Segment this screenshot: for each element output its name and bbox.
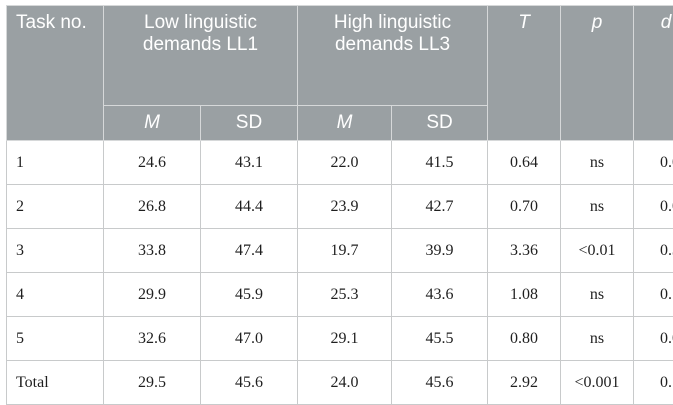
header-t: T (487, 5, 562, 141)
cell-d: 0.06 (633, 140, 673, 185)
cell-high-sd: 45.6 (391, 360, 489, 405)
cell-low-sd: 44.4 (199, 184, 299, 229)
cell-high-sd: 43.6 (391, 272, 489, 317)
cell-low-m: 26.8 (103, 184, 201, 229)
cell-low-m: 24.6 (103, 140, 201, 185)
cell-d: 0.32 (633, 228, 673, 273)
cell-low-sd: 47.4 (199, 228, 299, 273)
cell-task: 5 (6, 316, 104, 361)
cell-task: 1 (6, 140, 104, 185)
cell-high-m: 29.1 (297, 316, 393, 361)
cell-d: 0.07 (633, 184, 673, 229)
header-high-sd: SD (391, 105, 489, 141)
table-row: 2 26.8 44.4 23.9 42.7 0.70 ns 0.07 (6, 184, 673, 229)
header-low-sd: SD (199, 105, 299, 141)
cell-high-sd: 41.5 (391, 140, 489, 185)
cell-p: ns (560, 316, 635, 361)
cell-task: 3 (6, 228, 104, 273)
cell-p: <0.001 (560, 360, 635, 405)
cell-low-sd: 45.9 (199, 272, 299, 317)
cell-high-m: 25.3 (297, 272, 393, 317)
cell-t: 0.64 (487, 140, 562, 185)
header-task-no: Task no. (6, 5, 104, 141)
cell-low-m: 29.9 (103, 272, 201, 317)
table-row: 1 24.6 43.1 22.0 41.5 0.64 ns 0.06 (6, 140, 673, 185)
header-high-linguistic-demands: High linguistic demands LL3 (297, 5, 489, 106)
cell-low-sd: 45.6 (199, 360, 299, 405)
cell-high-sd: 42.7 (391, 184, 489, 229)
cell-d: 0.10 (633, 272, 673, 317)
cell-p: <0.01 (560, 228, 635, 273)
cell-high-sd: 39.9 (391, 228, 489, 273)
cell-high-sd: 45.5 (391, 316, 489, 361)
cell-t: 3.36 (487, 228, 562, 273)
table-row: 3 33.8 47.4 19.7 39.9 3.36 <0.01 0.32 (6, 228, 673, 273)
cell-t: 0.80 (487, 316, 562, 361)
header-high-m: M (297, 105, 393, 141)
cell-low-sd: 43.1 (199, 140, 299, 185)
cell-low-sd: 47.0 (199, 316, 299, 361)
cell-low-m: 29.5 (103, 360, 201, 405)
cell-high-m: 19.7 (297, 228, 393, 273)
header-low-linguistic-demands: Low linguistic demands LL1 (102, 5, 299, 106)
cell-high-m: 22.0 (297, 140, 393, 185)
cell-p: ns (560, 272, 635, 317)
cell-t: 1.08 (487, 272, 562, 317)
table-row: 5 32.6 47.0 29.1 45.5 0.80 ns 0.08 (6, 316, 673, 361)
cell-high-m: 23.9 (297, 184, 393, 229)
table-body: 1 24.6 43.1 22.0 41.5 0.64 ns 0.06 2 26.… (6, 140, 673, 405)
cell-t: 2.92 (487, 360, 562, 405)
results-table: Task no. Low linguistic demands LL1 High… (6, 5, 673, 405)
cell-t: 0.70 (487, 184, 562, 229)
table-row-total: Total 29.5 45.6 24.0 45.6 2.92 <0.001 0.… (6, 360, 673, 405)
header-d: d (633, 5, 673, 141)
table-row: 4 29.9 45.9 25.3 43.6 1.08 ns 0.10 (6, 272, 673, 317)
header-p: p (560, 5, 635, 141)
cell-low-m: 33.8 (103, 228, 201, 273)
table-header: Task no. Low linguistic demands LL1 High… (6, 5, 673, 141)
cell-p: ns (560, 184, 635, 229)
cell-d: 0.12 (633, 360, 673, 405)
cell-task: Total (6, 360, 104, 405)
cell-task: 4 (6, 272, 104, 317)
cell-high-m: 24.0 (297, 360, 393, 405)
cell-p: ns (560, 140, 635, 185)
cell-low-m: 32.6 (103, 316, 201, 361)
header-low-m: M (103, 105, 201, 141)
cell-d: 0.08 (633, 316, 673, 361)
cell-task: 2 (6, 184, 104, 229)
